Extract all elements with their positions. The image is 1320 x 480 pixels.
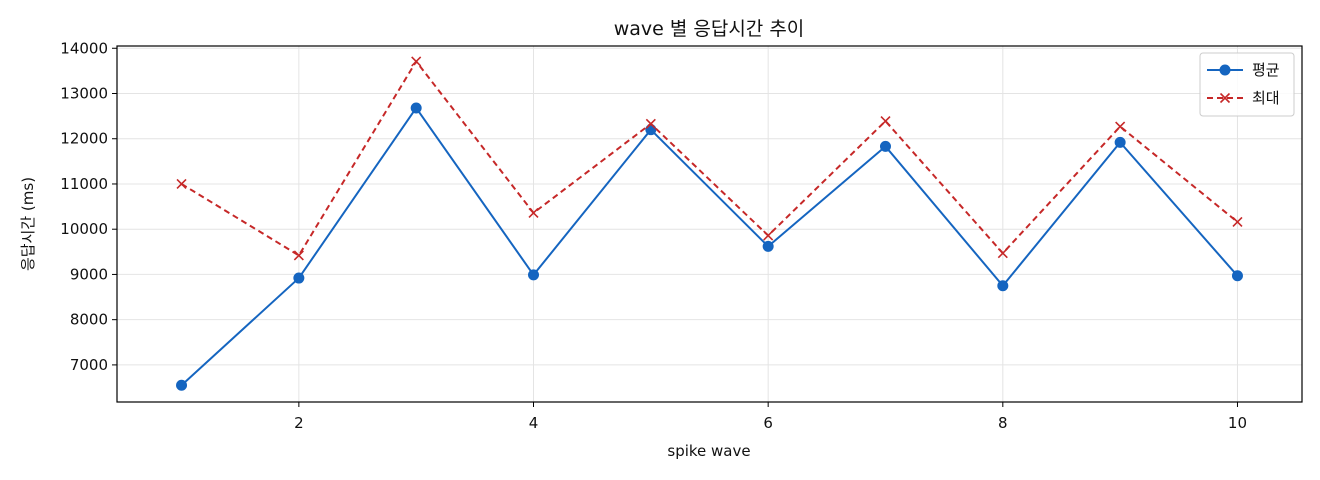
- data-point-max-stroke: [880, 116, 891, 127]
- data-point-max: [645, 118, 656, 129]
- x-tick-label: 8: [998, 414, 1008, 432]
- data-point-avg: [997, 280, 1009, 292]
- y-tick-label: 7000: [70, 356, 108, 374]
- data-point-avg: [762, 240, 774, 252]
- data-point-avg: [176, 379, 188, 391]
- data-point-max-stroke: [1115, 121, 1126, 132]
- series-line-avg: [180, 106, 1239, 387]
- data-point-max-stroke: [997, 248, 1008, 259]
- data-point-max-stroke: [763, 230, 774, 241]
- x-tick-label: 4: [529, 414, 539, 432]
- data-point-avg: [1231, 270, 1243, 282]
- y-tick-label: 8000: [70, 311, 108, 329]
- x-tick-label: 2: [294, 414, 304, 432]
- y-tick-label: 10000: [60, 220, 108, 238]
- y-axis-ticks: 7000 8000 9000 10000 11000 12000 13000 14000: [60, 39, 117, 374]
- y-tick-label: 14000: [60, 39, 108, 57]
- chart-title: wave 별 응답시간 추이: [614, 18, 805, 40]
- data-point-max: [1232, 216, 1243, 228]
- data-point-max: [176, 178, 187, 190]
- data-point-max-stroke: [1232, 216, 1243, 228]
- y-tick-label: 9000: [70, 265, 108, 283]
- x-tick-label: 6: [763, 414, 773, 432]
- x-axis-label: spike wave: [667, 442, 750, 460]
- data-point-avg: [879, 140, 891, 152]
- series-line-max: [181, 60, 1239, 257]
- series-layer: [176, 56, 1243, 391]
- legend-label-avg: 평균: [1252, 61, 1280, 79]
- data-point-max: [763, 230, 774, 241]
- data-point-max: [528, 207, 539, 218]
- data-point-avg: [1114, 136, 1126, 148]
- legend-label-max: 최대: [1252, 89, 1280, 107]
- data-point-max-stroke: [411, 56, 422, 67]
- data-point-max-stroke: [293, 250, 304, 261]
- y-tick-label: 13000: [60, 84, 108, 102]
- data-point-avg: [293, 272, 305, 284]
- data-point-max: [411, 56, 422, 67]
- x-axis-ticks: 2 4 6 8 10: [294, 402, 1247, 432]
- y-tick-label: 11000: [60, 175, 108, 193]
- data-point-max: [1115, 121, 1126, 132]
- data-point-avg: [410, 102, 422, 114]
- data-point-max: [997, 248, 1008, 259]
- legend-box: [1199, 52, 1295, 117]
- data-point-max-stroke: [176, 178, 187, 190]
- x-tick-label: 10: [1228, 414, 1247, 432]
- data-point-max: [880, 116, 891, 127]
- plot-frame: [116, 45, 1303, 403]
- data-point-max-stroke: [528, 207, 539, 218]
- data-point-max: [293, 250, 304, 261]
- legend-marker-max: [1219, 92, 1231, 104]
- legend-marker-max-stroke: [1219, 92, 1231, 104]
- data-point-max-stroke: [645, 118, 656, 129]
- data-point-avg: [528, 269, 540, 281]
- y-axis-label: 응답시간 (ms): [19, 177, 37, 271]
- grid: [117, 46, 1302, 402]
- y-tick-label: 12000: [60, 130, 108, 148]
- legend-marker-avg: [1219, 64, 1231, 76]
